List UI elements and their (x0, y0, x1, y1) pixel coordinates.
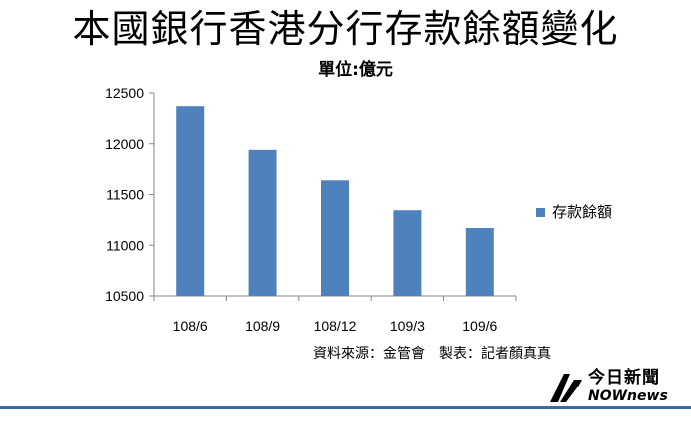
y-tick-label: 11000 (106, 237, 144, 253)
logo-english-text: NOWnews (588, 388, 668, 404)
bar (176, 106, 205, 296)
bars (176, 106, 494, 296)
x-tick-label: 109/6 (462, 318, 497, 334)
y-tick-label: 12500 (105, 85, 144, 101)
nownews-emblem-icon (550, 374, 582, 402)
x-tick-label: 109/3 (390, 318, 425, 334)
bar (393, 210, 422, 296)
bar (321, 180, 349, 296)
nownews-logo: 今日新聞 NOWnews (548, 368, 680, 408)
y-tick-label: 10500 (105, 288, 144, 304)
legend: 存款餘額 (536, 203, 612, 221)
source-note: 資料來源：金管會 製表：記者顏真真 (313, 346, 551, 362)
x-tick-label: 108/9 (245, 318, 280, 334)
bar (248, 149, 277, 296)
legend-label: 存款餘額 (552, 203, 613, 221)
bottom-rule (0, 406, 691, 409)
y-tick-label: 12000 (105, 136, 144, 152)
y-tick-label: 11500 (106, 187, 144, 203)
x-tick-label: 108/6 (173, 318, 208, 334)
x-axis: 108/6 108/9 108/12 109/3 109/6 (153, 295, 517, 334)
y-axis: 10500 11000 11500 12000 12500 (105, 85, 155, 304)
chart-title: 本國銀行香港分行存款餘額變化 (72, 7, 619, 51)
chart-subtitle: 單位:億元 (318, 60, 393, 80)
logo-chinese-text: 今日新聞 (588, 368, 660, 388)
bar (465, 227, 494, 296)
x-tick-label: 108/12 (314, 318, 357, 334)
legend-swatch (536, 207, 545, 217)
